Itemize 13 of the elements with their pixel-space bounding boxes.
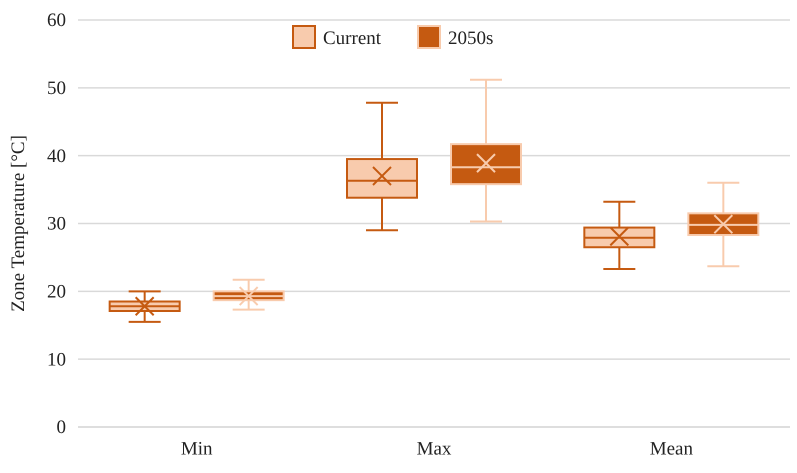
y-axis-title: Zone Temperature [°C] xyxy=(8,135,29,312)
y-tick-label: 20 xyxy=(47,281,66,302)
y-tick-label: 0 xyxy=(56,417,66,438)
y-tick-label: 30 xyxy=(47,214,66,235)
y-tick-label: 40 xyxy=(47,146,66,167)
y-tick-label: 50 xyxy=(47,78,66,99)
y-tick-label: 60 xyxy=(47,10,66,32)
y-tick-label: 10 xyxy=(47,349,66,370)
x-tick-label: Max xyxy=(416,438,452,460)
legend-label: Current xyxy=(323,28,382,49)
x-tick-label: Min xyxy=(180,438,213,460)
legend-label: 2050s xyxy=(448,28,494,49)
x-tick-label: Mean xyxy=(650,438,694,460)
